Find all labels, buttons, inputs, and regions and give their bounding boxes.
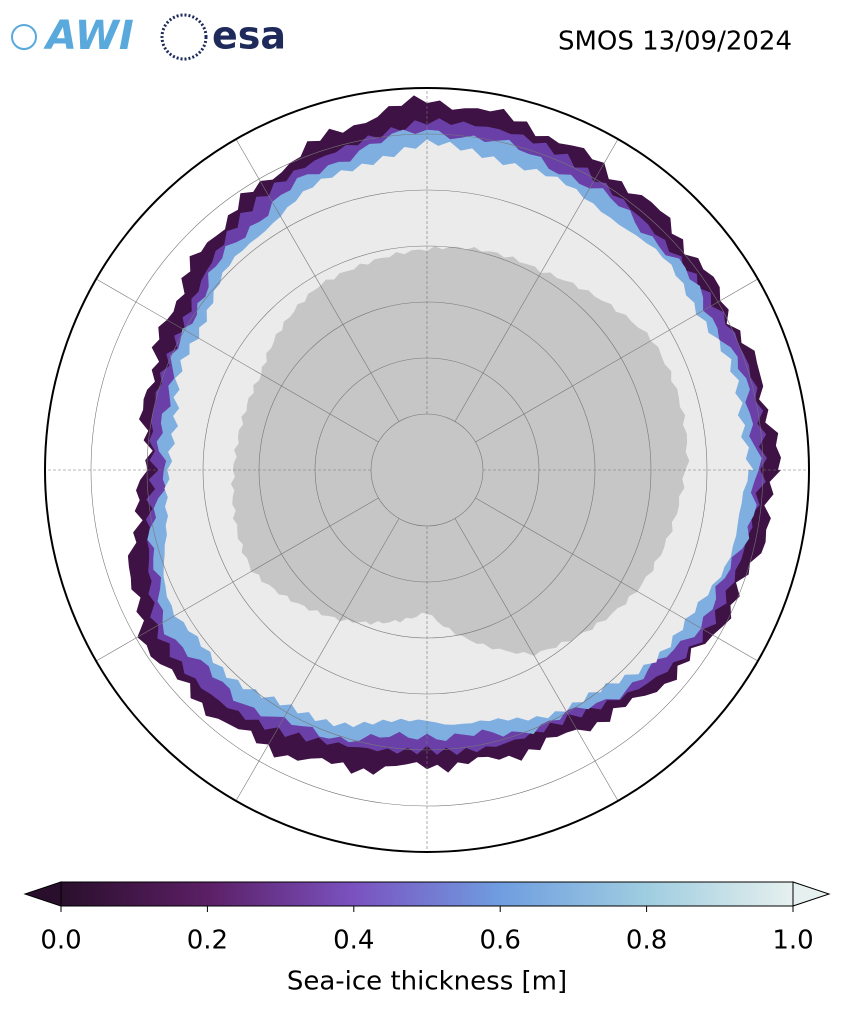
colorbar-tick-label: 0.2 <box>187 926 228 956</box>
graticule-meridian <box>454 518 628 817</box>
esa-logo-text: esa <box>212 14 286 58</box>
map-title: SMOS 13/09/2024 <box>558 27 792 57</box>
graticule-meridian <box>80 269 379 443</box>
awi-logo: AWI <box>11 13 134 59</box>
colorbar-tick-label: 0.0 <box>40 926 81 956</box>
colorbar-tick-label: 0.8 <box>626 926 667 956</box>
colorbar-tick-label: 0.4 <box>333 926 374 956</box>
colorbar-extend-low <box>23 881 62 907</box>
graticule-meridian <box>226 123 400 422</box>
awi-logo-text: AWI <box>43 13 134 59</box>
graticule-meridian <box>475 269 774 443</box>
map-border <box>44 87 810 853</box>
graticule-meridian <box>80 497 379 671</box>
graticule-meridian <box>475 497 774 671</box>
graticule-meridian <box>226 518 400 817</box>
colorbar-tick-label: 0.6 <box>480 926 521 956</box>
colorbar-tick-label: 1.0 <box>772 926 813 956</box>
esa-logo: esa <box>160 13 286 61</box>
colorbar-gradient <box>60 881 794 907</box>
colorbar-label: Sea-ice thickness [m] <box>287 967 567 997</box>
antarctica <box>230 246 690 656</box>
graticule-circle <box>146 189 708 751</box>
colorbar-extend-high <box>792 881 831 907</box>
graticule-meridian <box>454 123 628 422</box>
colorbar: 0.0 0.2 0.4 0.6 0.8 1.0 <box>23 881 831 956</box>
